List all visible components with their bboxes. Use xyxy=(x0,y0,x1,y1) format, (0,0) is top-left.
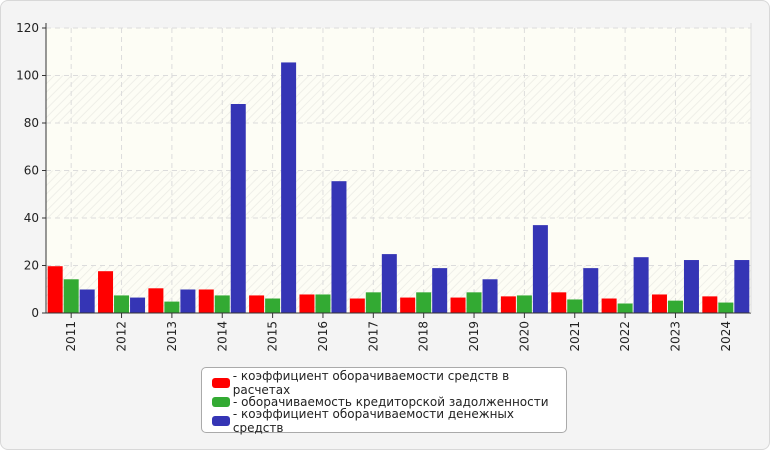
bar-2016-series-3 xyxy=(331,181,347,313)
bar-2020-series-3 xyxy=(532,225,548,313)
x-tick-label: 2021 xyxy=(568,321,582,352)
bar-2019-series-3 xyxy=(482,279,498,313)
grid-band xyxy=(46,75,751,123)
x-tick-label: 2011 xyxy=(64,321,78,352)
bar-2012-series-3 xyxy=(130,297,146,313)
bar-2017-series-2 xyxy=(365,292,381,313)
bar-2011-series-3 xyxy=(79,289,95,313)
x-tick-label: 2024 xyxy=(719,321,733,352)
bar-2019-series-2 xyxy=(466,292,482,313)
bar-2022-series-3 xyxy=(633,257,649,313)
y-tick-label: 80 xyxy=(24,116,39,130)
y-tick-label: 0 xyxy=(31,306,39,320)
bar-2012-series-2 xyxy=(114,295,130,313)
bar-2017-series-3 xyxy=(381,254,397,313)
bar-2014-series-3 xyxy=(230,104,246,313)
bar-2023-series-1 xyxy=(651,294,667,313)
bar-2022-series-2 xyxy=(617,303,633,313)
bar-2023-series-3 xyxy=(683,260,699,313)
legend-label: - коэффициент оборачиваемости денежных с… xyxy=(232,406,515,435)
bar-2024-series-2 xyxy=(718,302,734,313)
x-tick-label: 2019 xyxy=(467,321,481,352)
bar-2021-series-3 xyxy=(583,268,599,313)
grid-band xyxy=(46,265,751,313)
legend-label: - коэффициент оборачиваемости средств в … xyxy=(232,368,510,397)
bar-2015-series-1 xyxy=(249,295,265,313)
bar-2011-series-1 xyxy=(47,266,63,313)
x-tick-label: 2023 xyxy=(668,321,682,352)
legend-label: - оборачиваемость кредиторской задолженн… xyxy=(233,394,549,409)
legend-swatch xyxy=(212,377,230,388)
y-tick-label: 40 xyxy=(24,211,39,225)
x-tick-label: 2016 xyxy=(316,321,330,352)
x-tick-label: 2017 xyxy=(366,321,380,352)
bar-2018-series-2 xyxy=(416,292,432,313)
legend-item: - оборачиваемость кредиторской задолженн… xyxy=(202,392,566,411)
grid-band xyxy=(46,170,751,218)
bar-2020-series-1 xyxy=(500,296,516,313)
bar-2014-series-2 xyxy=(214,295,230,313)
x-tick-label: 2015 xyxy=(266,321,280,352)
bar-2017-series-1 xyxy=(349,298,365,313)
bar-2024-series-1 xyxy=(702,296,718,313)
y-tick-label: 20 xyxy=(24,259,39,273)
x-tick-label: 2020 xyxy=(517,321,531,352)
legend-item: - коэффициент оборачиваемости денежных с… xyxy=(202,407,566,435)
x-tick-label: 2013 xyxy=(165,321,179,352)
bar-2023-series-2 xyxy=(667,300,683,313)
bar-2020-series-2 xyxy=(516,295,532,313)
bar-2015-series-2 xyxy=(265,298,281,313)
x-tick-label: 2014 xyxy=(215,321,229,352)
bar-2018-series-1 xyxy=(400,297,416,313)
legend-swatch xyxy=(212,396,230,407)
bar-2021-series-2 xyxy=(567,299,583,313)
bar-2014-series-1 xyxy=(198,289,214,313)
legend-item: - коэффициент оборачиваемости средств в … xyxy=(202,369,566,397)
bar-2013-series-1 xyxy=(148,288,164,313)
bar-2013-series-2 xyxy=(164,301,180,313)
x-tick-label: 2022 xyxy=(618,321,632,352)
bar-2011-series-2 xyxy=(63,279,79,313)
x-tick-label: 2012 xyxy=(115,321,129,352)
bar-2012-series-1 xyxy=(98,271,114,313)
bar-2019-series-1 xyxy=(450,297,466,313)
bar-2015-series-3 xyxy=(281,62,297,313)
bar-2018-series-3 xyxy=(432,268,448,313)
bar-2016-series-2 xyxy=(315,294,331,313)
bar-2021-series-1 xyxy=(551,292,567,313)
x-tick-label: 2018 xyxy=(417,321,431,352)
bar-2022-series-1 xyxy=(601,298,617,313)
y-tick-label: 100 xyxy=(16,69,39,83)
bar-2024-series-3 xyxy=(734,260,750,313)
legend: - коэффициент оборачиваемости средств в … xyxy=(201,367,567,435)
bar-2013-series-3 xyxy=(180,289,196,313)
legend-swatch xyxy=(212,415,230,426)
y-tick-label: 60 xyxy=(24,164,39,178)
y-tick-label: 120 xyxy=(16,21,39,35)
bar-2016-series-1 xyxy=(299,294,315,313)
